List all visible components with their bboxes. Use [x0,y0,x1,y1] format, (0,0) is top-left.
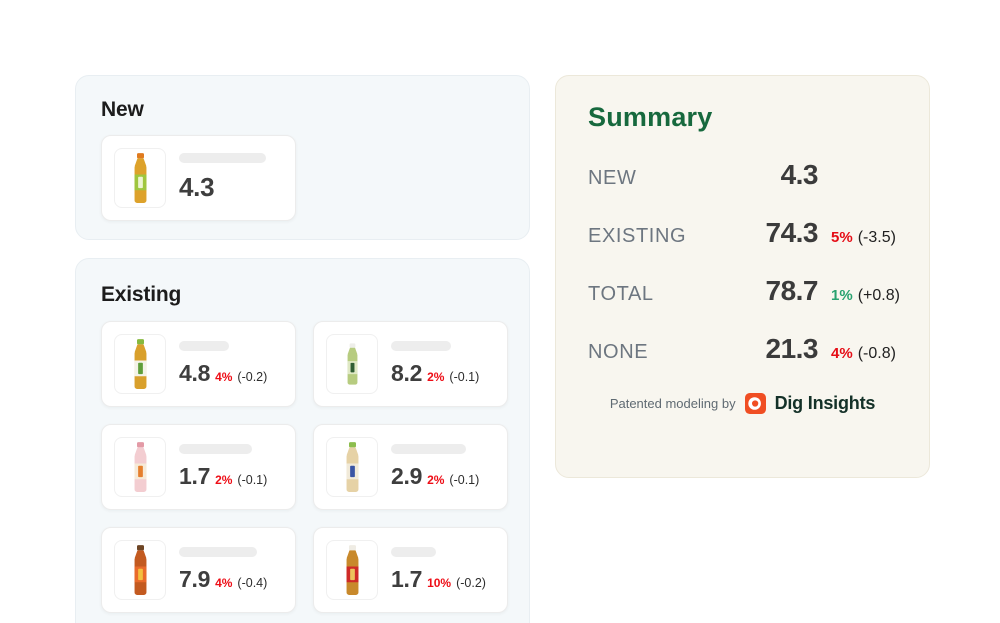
summary-row-trend: 4% (-0.8) [818,345,897,363]
product-card-new[interactable]: 4.3 [101,135,296,221]
dig-insights-wordmark: Dig Insights [774,393,876,413]
product-card[interactable]: 1.7 10% (-0.2) [313,527,508,613]
dig-insights-logo-icon [744,393,766,414]
product-share-value: 2.9 [391,463,423,489]
summary-row-value: 78.7 [765,275,819,306]
product-card[interactable]: 1.7 2% (-0.1) [101,424,296,510]
summary-row-label: EXISTING [588,225,687,247]
product-change-percent: 4% [215,576,233,590]
bottle-icon [346,442,358,492]
product-share-value: 1.7 [391,566,423,592]
existing-section-title: Existing [101,283,182,306]
product-name-placeholder [391,444,466,454]
bottle-icon [134,339,146,389]
summary-change-percent: 5% [831,229,853,246]
product-share-value: 4.3 [179,172,215,202]
bottle-icon [134,442,146,492]
summary-row-existing: EXISTING 74.3 5% (-3.5) [588,217,897,249]
product-metrics: 2.9 2% (-0.1) [391,463,479,490]
product-share-value: 7.9 [179,566,211,592]
summary-title: Summary [588,102,713,132]
product-card[interactable]: 8.2 2% (-0.1) [313,321,508,407]
product-name-placeholder [391,341,451,351]
product-change-delta: (-0.2) [237,370,268,384]
product-metrics: 1.7 10% (-0.2) [391,566,486,593]
product-change-percent: 10% [427,576,452,590]
summary-row-value: 4.3 [780,159,819,190]
summary-change-percent: 1% [831,287,853,304]
product-info: 4.3 [179,153,266,203]
new-section-title: New [101,98,144,121]
summary-row-value: 74.3 [765,217,819,248]
product-name-placeholder [179,444,252,454]
product-share-value: 4.8 [179,360,211,386]
product-metrics: 1.7 2% (-0.1) [179,463,267,490]
product-thumbnail [114,148,166,208]
patented-modeling-text: Patented modeling by [609,396,736,411]
product-name-placeholder [179,341,229,351]
existing-cards-grid: 4.8 4% (-0.2) [101,321,508,613]
product-card[interactable]: 7.9 4% (-0.4) [101,527,296,613]
product-name-placeholder [179,547,257,557]
product-change-delta: (-0.1) [449,473,480,487]
product-thumbnail [114,540,166,600]
product-change-percent: 2% [215,473,233,487]
product-change-delta: (-0.4) [237,576,268,590]
product-change-percent: 2% [427,473,445,487]
summary-change-delta: (-0.8) [857,345,896,362]
product-info: 8.2 2% (-0.1) [391,341,479,387]
product-change-percent: 4% [215,370,233,384]
summary-row-new: NEW 4.3 [588,159,897,191]
product-metrics: 7.9 4% (-0.4) [179,566,267,593]
summary-change-delta: (-3.5) [857,229,896,246]
product-thumbnail [326,437,378,497]
product-name-placeholder [179,153,266,163]
product-card[interactable]: 2.9 2% (-0.1) [313,424,508,510]
product-info: 2.9 2% (-0.1) [391,444,479,490]
summary-change-percent: 4% [831,345,853,362]
bottle-icon [346,545,358,595]
summary-row-trend: 5% (-3.5) [818,229,897,247]
product-change-delta: (-0.1) [449,370,480,384]
product-info: 1.7 10% (-0.2) [391,547,486,593]
existing-products-panel: Existing 4.8 4% [75,258,530,623]
new-products-panel: New 4.3 [75,75,530,240]
summary-row-label: TOTAL [588,283,654,305]
summary-row-total: TOTAL 78.7 1% (+0.8) [588,275,900,307]
product-thumbnail [326,334,378,394]
product-info: 1.7 2% (-0.1) [179,444,267,490]
summary-change-delta: (+0.8) [857,287,900,304]
product-change-percent: 2% [427,370,445,384]
product-change-delta: (-0.2) [456,576,486,590]
product-card[interactable]: 4.8 4% (-0.2) [101,321,296,407]
product-name-placeholder [391,547,436,557]
product-info: 4.8 4% (-0.2) [179,341,267,387]
summary-row-label: NEW [588,167,637,189]
product-share-value: 1.7 [179,463,211,489]
product-metrics: 4.8 4% (-0.2) [179,360,267,387]
bottle-icon [134,545,146,595]
summary-row-none: NONE 21.3 4% (-0.8) [588,333,897,365]
bottle-icon [134,153,146,203]
summary-row-trend: 1% (+0.8) [818,287,900,305]
product-change-delta: (-0.1) [237,473,268,487]
product-share-value: 8.2 [391,360,423,386]
summary-row-value: 21.3 [765,333,819,364]
bottle-icon [347,343,357,385]
product-thumbnail [326,540,378,600]
summary-footer: Patented modeling by Dig Insights [588,393,897,414]
summary-row-label: NONE [588,341,649,363]
product-info: 7.9 4% (-0.4) [179,547,267,593]
summary-panel: Summary NEW 4.3 EXISTING 74.3 5% (-3.5) … [555,75,930,478]
product-thumbnail [114,437,166,497]
product-thumbnail [114,334,166,394]
product-metrics: 4.3 [179,172,266,203]
product-metrics: 8.2 2% (-0.1) [391,360,479,387]
